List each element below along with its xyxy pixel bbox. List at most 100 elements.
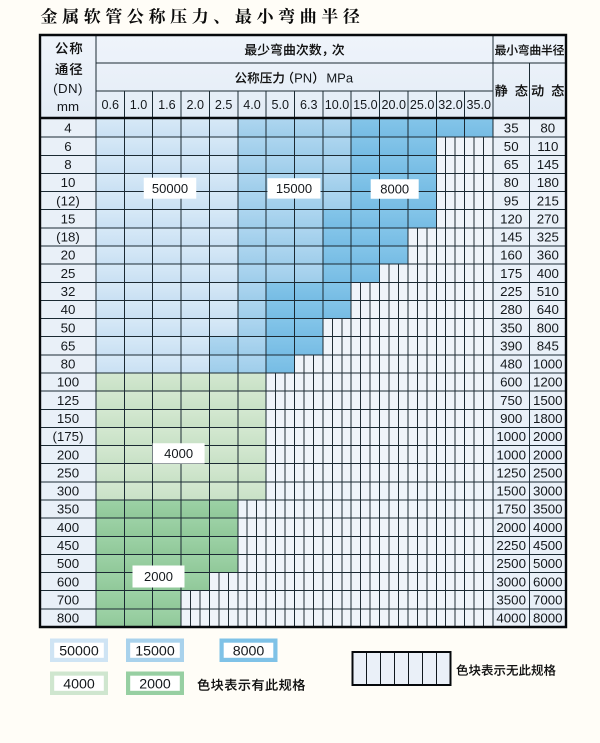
svg-text:1750: 1750: [496, 502, 526, 517]
svg-text:1.6: 1.6: [158, 98, 176, 112]
svg-text:600: 600: [57, 574, 79, 589]
svg-text:600: 600: [500, 375, 522, 390]
svg-text:2000: 2000: [533, 429, 563, 444]
svg-text:35: 35: [504, 121, 519, 136]
svg-text:2000: 2000: [144, 569, 173, 584]
svg-text:65: 65: [61, 338, 76, 353]
svg-text:8: 8: [64, 157, 71, 172]
svg-text:2500: 2500: [533, 465, 563, 480]
svg-text:800: 800: [537, 320, 559, 335]
svg-text:750: 750: [500, 393, 522, 408]
svg-text:2000: 2000: [533, 447, 563, 462]
svg-text:10.0: 10.0: [325, 98, 350, 112]
svg-text:25: 25: [61, 266, 76, 281]
svg-text:80: 80: [61, 357, 76, 372]
svg-text:900: 900: [500, 411, 522, 426]
svg-text:1.0: 1.0: [130, 98, 148, 112]
svg-text:32: 32: [61, 284, 76, 299]
svg-text:3500: 3500: [496, 592, 526, 607]
svg-text:50: 50: [504, 139, 519, 154]
svg-text:215: 215: [537, 193, 559, 208]
svg-text:4000: 4000: [63, 676, 95, 692]
svg-text:1200: 1200: [533, 375, 563, 390]
svg-text:400: 400: [57, 520, 79, 535]
svg-text:100: 100: [57, 375, 79, 390]
svg-text:4.0: 4.0: [243, 98, 261, 112]
svg-text:2000: 2000: [139, 676, 171, 692]
svg-text:20: 20: [61, 248, 76, 263]
svg-text:480: 480: [500, 357, 522, 372]
svg-text:4: 4: [64, 121, 71, 136]
svg-text:32.0: 32.0: [438, 98, 463, 112]
svg-text:225: 225: [500, 284, 522, 299]
svg-text:95: 95: [504, 193, 519, 208]
svg-text:3500: 3500: [533, 502, 563, 517]
svg-text:400: 400: [537, 266, 559, 281]
svg-text:145: 145: [537, 157, 559, 172]
svg-text:20.0: 20.0: [382, 98, 407, 112]
svg-text:(175): (175): [52, 429, 83, 444]
svg-text:50: 50: [61, 320, 76, 335]
svg-text:35.0: 35.0: [467, 98, 492, 112]
svg-text:15.0: 15.0: [353, 98, 378, 112]
svg-text:145: 145: [500, 230, 522, 245]
svg-text:1000: 1000: [496, 447, 526, 462]
svg-text:845: 845: [537, 338, 559, 353]
svg-text:PN: PN: [294, 71, 312, 86]
svg-text:700: 700: [57, 592, 79, 607]
svg-text:80: 80: [540, 121, 555, 136]
svg-text:4000: 4000: [164, 446, 193, 461]
svg-text:65: 65: [504, 157, 519, 172]
svg-text:800: 800: [57, 611, 79, 626]
svg-text:3000: 3000: [496, 574, 526, 589]
svg-text:180: 180: [537, 175, 559, 190]
svg-text:175: 175: [500, 266, 522, 281]
svg-text:1500: 1500: [533, 393, 563, 408]
svg-text:10: 10: [61, 175, 76, 190]
svg-text:110: 110: [537, 139, 558, 154]
svg-text:360: 360: [537, 248, 559, 263]
svg-text:4000: 4000: [533, 520, 563, 535]
svg-text:15000: 15000: [276, 181, 312, 196]
svg-text:1000: 1000: [496, 429, 526, 444]
svg-text:1800: 1800: [533, 411, 563, 426]
svg-text:8000: 8000: [533, 611, 563, 626]
svg-text:15: 15: [61, 211, 76, 226]
svg-text:mm: mm: [57, 99, 79, 114]
svg-text:2500: 2500: [496, 556, 526, 571]
svg-text:6000: 6000: [533, 574, 563, 589]
svg-text:640: 640: [537, 302, 559, 317]
svg-text:120: 120: [500, 211, 522, 226]
svg-text:25.0: 25.0: [410, 98, 435, 112]
svg-text:270: 270: [537, 211, 559, 226]
svg-text:350: 350: [500, 320, 522, 335]
svg-text:50000: 50000: [152, 181, 188, 196]
svg-text:5.0: 5.0: [272, 98, 290, 112]
svg-text:450: 450: [57, 538, 79, 553]
svg-text:8000: 8000: [380, 182, 409, 197]
svg-text:80: 80: [504, 175, 519, 190]
svg-text:1000: 1000: [533, 357, 563, 372]
svg-text:325: 325: [537, 230, 559, 245]
svg-text:40: 40: [61, 302, 76, 317]
svg-text:280: 280: [500, 302, 522, 317]
svg-text:200: 200: [57, 447, 79, 462]
svg-text:390: 390: [500, 338, 522, 353]
svg-text:2250: 2250: [496, 538, 526, 553]
svg-text:300: 300: [57, 484, 79, 499]
svg-text:4000: 4000: [496, 611, 526, 626]
svg-text:150: 150: [57, 411, 79, 426]
svg-text:4500: 4500: [533, 538, 563, 553]
svg-text:0.6: 0.6: [101, 98, 119, 112]
svg-text:(12): (12): [56, 193, 80, 208]
svg-text:6: 6: [64, 139, 71, 154]
svg-text:(18): (18): [56, 230, 80, 245]
svg-text:350: 350: [57, 502, 79, 517]
svg-text:15000: 15000: [135, 643, 175, 659]
svg-text:2000: 2000: [496, 520, 526, 535]
svg-text:500: 500: [57, 556, 79, 571]
svg-text:1250: 1250: [496, 465, 526, 480]
svg-text:1500: 1500: [496, 484, 526, 499]
svg-text:2.0: 2.0: [186, 98, 204, 112]
svg-text:3000: 3000: [533, 484, 563, 499]
